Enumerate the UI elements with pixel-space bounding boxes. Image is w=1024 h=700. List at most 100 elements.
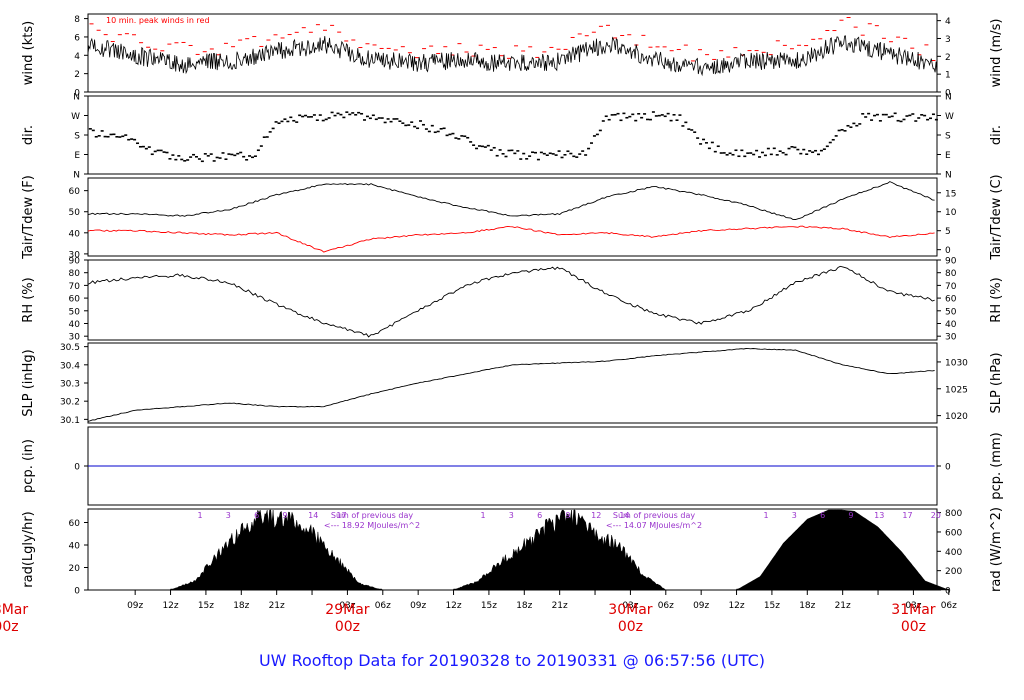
x-tick-label: 09z — [127, 601, 143, 611]
y-axis-label-left: SLP (inHg) — [21, 349, 36, 417]
radiation-hour-label: 6 — [820, 511, 825, 520]
tick-label-right: 800 — [945, 509, 962, 519]
tick-label-left: 20 — [69, 564, 81, 574]
tick-label-right: 0 — [945, 463, 951, 473]
tick-label-left: 30 — [69, 333, 81, 343]
radiation-hour-label: 17 — [336, 511, 346, 520]
tick-label-right: 15 — [945, 189, 956, 199]
panel-humidity: 30 40 50 60 70 80 90 30 40 50 60 70 80 90 RH (%) RH (%) — [21, 257, 1004, 343]
tick-label-left: S — [74, 132, 80, 142]
radiation-hour-label: 13 — [874, 511, 884, 520]
day-label-date: 31Mar — [891, 602, 935, 618]
tick-label-right: N — [945, 171, 952, 181]
x-tick-label: 18z — [516, 601, 532, 611]
y-axis-label-right: dir. — [989, 125, 1004, 145]
tick-label-left: 30 — [69, 250, 81, 260]
radiation-area-2 — [453, 509, 667, 591]
panel-temperature: 30 40 50 60 0 5 10 15 Tair/Tdew (F) Tair/Tdew (C) — [21, 174, 1004, 260]
x-tick-label: 06z — [375, 601, 391, 611]
tick-label-left: 90 — [69, 257, 81, 267]
radiation-hour-label: 1 — [480, 511, 485, 520]
tick-label-left: 40 — [69, 229, 81, 239]
tick-label-right: E — [945, 151, 951, 161]
y-axis-label-right: rad (W/m^2) — [989, 507, 1004, 592]
daily-sum-value: <--- 14.07 MJoules/m^2 — [606, 521, 702, 530]
tick-label-left: 30.1 — [60, 416, 80, 426]
y-axis-label-right: Tair/Tdew (C) — [989, 174, 1004, 260]
tick-label-right: 40 — [945, 320, 957, 330]
tick-label-left: N — [73, 171, 80, 181]
radiation-hour-label: 9 — [848, 511, 853, 520]
x-tick-label: 21z — [835, 601, 851, 611]
chart-title: UW Rooftop Data for 20190328 to 20190331… — [259, 651, 765, 670]
radiation-hour-label: 1 — [197, 511, 202, 520]
x-tick-label: 09z — [410, 601, 426, 611]
y-axis-label-left: pcp. (in) — [21, 439, 36, 493]
tick-label-right: 5 — [945, 227, 951, 237]
tick-label-left: 80 — [69, 269, 81, 279]
x-tick-label: 15z — [198, 601, 214, 611]
panel-precipitation: 0 0 pcp. (in) pcp. (mm) — [21, 426, 1004, 506]
tick-label-left: N — [73, 93, 80, 103]
tick-label-right: 1020 — [945, 412, 968, 422]
x-tick-label: 18z — [233, 601, 249, 611]
tick-label-left: 8 — [74, 15, 80, 25]
panel-frame — [87, 259, 938, 341]
radiation-hour-label: 1 — [763, 511, 768, 520]
radiation-hour-label: 3 — [792, 511, 797, 520]
tick-label-right: 2 — [945, 53, 951, 63]
tick-label-right: 60 — [945, 295, 957, 305]
x-tick-label: 15z — [481, 601, 497, 611]
radiation-area-3 — [736, 509, 950, 591]
x-tick-label: 03z — [905, 601, 921, 611]
tick-label-right: S — [945, 132, 951, 142]
tick-label-left: 30.5 — [60, 343, 80, 353]
x-tick-label: 06z — [658, 601, 674, 611]
series-line-rh — [87, 265, 935, 338]
radiation-hour-label: 14 — [308, 511, 318, 520]
tick-label-right: W — [945, 112, 954, 122]
x-tick-label: 12z — [728, 601, 744, 611]
tick-label-left: 30.2 — [60, 398, 80, 408]
x-tick-label: 09z — [693, 601, 709, 611]
x-tick-label: 06z — [941, 601, 957, 611]
x-axis: 09z 12z 15z 18z 21z 03z 06z 09z 12z 15z 18z 21z 03z 0… — [0, 590, 957, 635]
tick-label-left: 30.3 — [60, 380, 80, 390]
tick-label-left: 60 — [69, 187, 81, 197]
radiation-hour-label: 12 — [591, 511, 601, 520]
radiation-area-1 — [170, 509, 384, 591]
daily-sum-title: Sum of previous day — [613, 511, 695, 520]
panel-pressure: 30.1 30.2 30.3 30.4 30.5 1020 1025 1030 SLP (inH… — [21, 342, 1004, 426]
tick-label-left: 0 — [74, 463, 80, 473]
tick-label-right: 0 — [945, 89, 951, 99]
radiation-hour-label: 6 — [254, 511, 259, 520]
tick-label-left: 50 — [69, 307, 81, 317]
panel-frame — [87, 95, 938, 175]
tick-label-right: 0 — [945, 246, 951, 256]
panel-frame — [87, 13, 938, 93]
tick-label-left: 40 — [69, 320, 81, 330]
tick-label-left: 0 — [74, 587, 80, 597]
radiation-hour-label: 6 — [537, 511, 542, 520]
tick-label-left: 60 — [69, 519, 81, 529]
tick-label-right: 0 — [945, 587, 951, 597]
day-label-date: 30Mar — [608, 602, 652, 618]
tick-label-right: 50 — [945, 307, 957, 317]
y-axis-label-left: RH (%) — [21, 277, 36, 322]
tick-label-right: 70 — [945, 282, 957, 292]
x-tick-label: 03z — [622, 601, 638, 611]
y-axis-label-left: Tair/Tdew (F) — [21, 175, 36, 260]
panel-wind: 0 2 4 6 8 0 1 2 3 4 wind (kts) wind (m/s) 10 min. pe… — [21, 13, 1004, 99]
series-line-slp — [87, 348, 935, 422]
tick-label-right: 80 — [945, 269, 957, 279]
radiation-hour-label: 3 — [226, 511, 231, 520]
x-tick-label: 12z — [162, 601, 178, 611]
day-label-date: 29Mar — [325, 602, 369, 618]
tick-label-left: W — [71, 112, 80, 122]
x-tick-label: 03z — [339, 601, 355, 611]
day-label-time: 00z — [618, 619, 643, 635]
tick-label-left: 30.4 — [60, 361, 80, 371]
